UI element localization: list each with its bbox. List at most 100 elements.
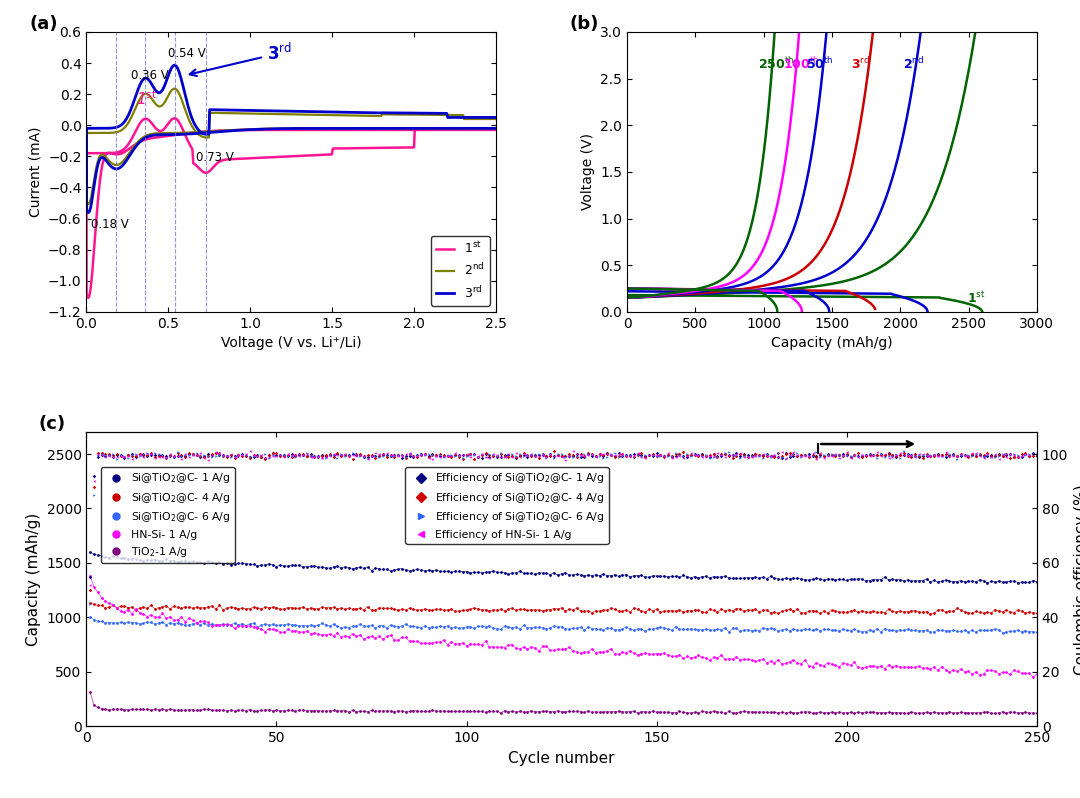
Point bbox=[1001, 448, 1018, 461]
Point bbox=[177, 450, 194, 463]
Point bbox=[853, 449, 870, 462]
Point bbox=[998, 448, 1015, 461]
Point bbox=[603, 448, 620, 461]
Point bbox=[382, 449, 400, 462]
Point bbox=[731, 448, 748, 460]
Point bbox=[1001, 448, 1018, 460]
Point bbox=[986, 449, 1003, 462]
Point bbox=[933, 448, 950, 461]
Point bbox=[298, 449, 315, 462]
Point bbox=[766, 448, 783, 461]
Point bbox=[177, 450, 194, 463]
Point bbox=[758, 448, 775, 460]
Point bbox=[241, 451, 258, 464]
Point bbox=[435, 451, 453, 464]
Point bbox=[203, 449, 220, 462]
Point bbox=[561, 450, 578, 463]
Point bbox=[120, 449, 137, 462]
Point bbox=[788, 446, 806, 459]
Point bbox=[390, 448, 407, 461]
Point bbox=[85, 480, 103, 493]
Point bbox=[883, 450, 901, 463]
Point bbox=[230, 448, 247, 461]
Point bbox=[963, 448, 981, 461]
Point bbox=[375, 448, 392, 460]
Point bbox=[842, 452, 860, 464]
Point bbox=[443, 449, 460, 462]
Point bbox=[470, 450, 487, 463]
Point bbox=[914, 449, 931, 462]
Point bbox=[488, 449, 505, 462]
Point bbox=[956, 449, 973, 462]
Point bbox=[523, 448, 540, 461]
Point bbox=[165, 449, 183, 462]
Point bbox=[443, 449, 460, 462]
Point bbox=[671, 448, 688, 460]
Point bbox=[200, 448, 217, 460]
Point bbox=[215, 448, 232, 461]
Point bbox=[245, 451, 262, 464]
Point bbox=[146, 451, 163, 464]
Point bbox=[207, 450, 225, 463]
Point bbox=[796, 449, 813, 462]
Point bbox=[781, 448, 798, 461]
Point bbox=[994, 449, 1011, 462]
Point bbox=[1024, 448, 1041, 460]
Point bbox=[496, 450, 513, 463]
Point bbox=[842, 451, 860, 464]
Point bbox=[880, 448, 897, 460]
Point bbox=[808, 445, 825, 458]
Point bbox=[438, 449, 456, 462]
Point bbox=[446, 449, 463, 462]
Point bbox=[264, 446, 281, 459]
Point bbox=[770, 447, 787, 460]
Point bbox=[423, 452, 441, 465]
Point bbox=[686, 448, 703, 460]
Point bbox=[1005, 451, 1023, 464]
Point bbox=[652, 449, 670, 462]
Text: 2$^{\rm nd}$: 2$^{\rm nd}$ bbox=[903, 57, 924, 73]
Point bbox=[127, 448, 145, 461]
Point bbox=[633, 449, 650, 462]
Point bbox=[420, 449, 437, 462]
Point bbox=[557, 449, 575, 462]
Point bbox=[698, 450, 715, 463]
Point bbox=[123, 448, 140, 460]
Point bbox=[595, 448, 612, 460]
Point bbox=[123, 448, 140, 461]
Point bbox=[553, 448, 570, 460]
Point bbox=[211, 448, 228, 461]
Point bbox=[1024, 448, 1041, 461]
Point bbox=[192, 447, 210, 460]
Point bbox=[295, 449, 312, 462]
Point bbox=[351, 449, 368, 462]
Point bbox=[811, 447, 828, 460]
Point bbox=[613, 448, 631, 461]
Point bbox=[473, 448, 490, 461]
Point bbox=[731, 452, 748, 464]
Point bbox=[138, 450, 156, 463]
Point bbox=[85, 488, 103, 501]
Point bbox=[343, 448, 361, 461]
Point bbox=[195, 449, 213, 462]
Point bbox=[435, 450, 453, 463]
Text: 3$^{\rm rd}$: 3$^{\rm rd}$ bbox=[190, 43, 292, 76]
Point bbox=[146, 448, 163, 461]
Point bbox=[545, 444, 563, 457]
Point bbox=[785, 449, 802, 462]
Point bbox=[485, 448, 502, 461]
Point bbox=[245, 448, 262, 461]
Point bbox=[458, 450, 475, 463]
Point bbox=[226, 449, 243, 462]
Point bbox=[678, 448, 696, 461]
Point bbox=[640, 448, 658, 461]
Point bbox=[929, 449, 946, 462]
Point bbox=[177, 448, 194, 460]
Point bbox=[496, 448, 513, 461]
Point bbox=[625, 450, 643, 463]
Point bbox=[644, 447, 661, 460]
Point bbox=[420, 452, 437, 464]
Point bbox=[994, 449, 1011, 462]
Point bbox=[751, 450, 768, 463]
Point bbox=[291, 448, 308, 460]
